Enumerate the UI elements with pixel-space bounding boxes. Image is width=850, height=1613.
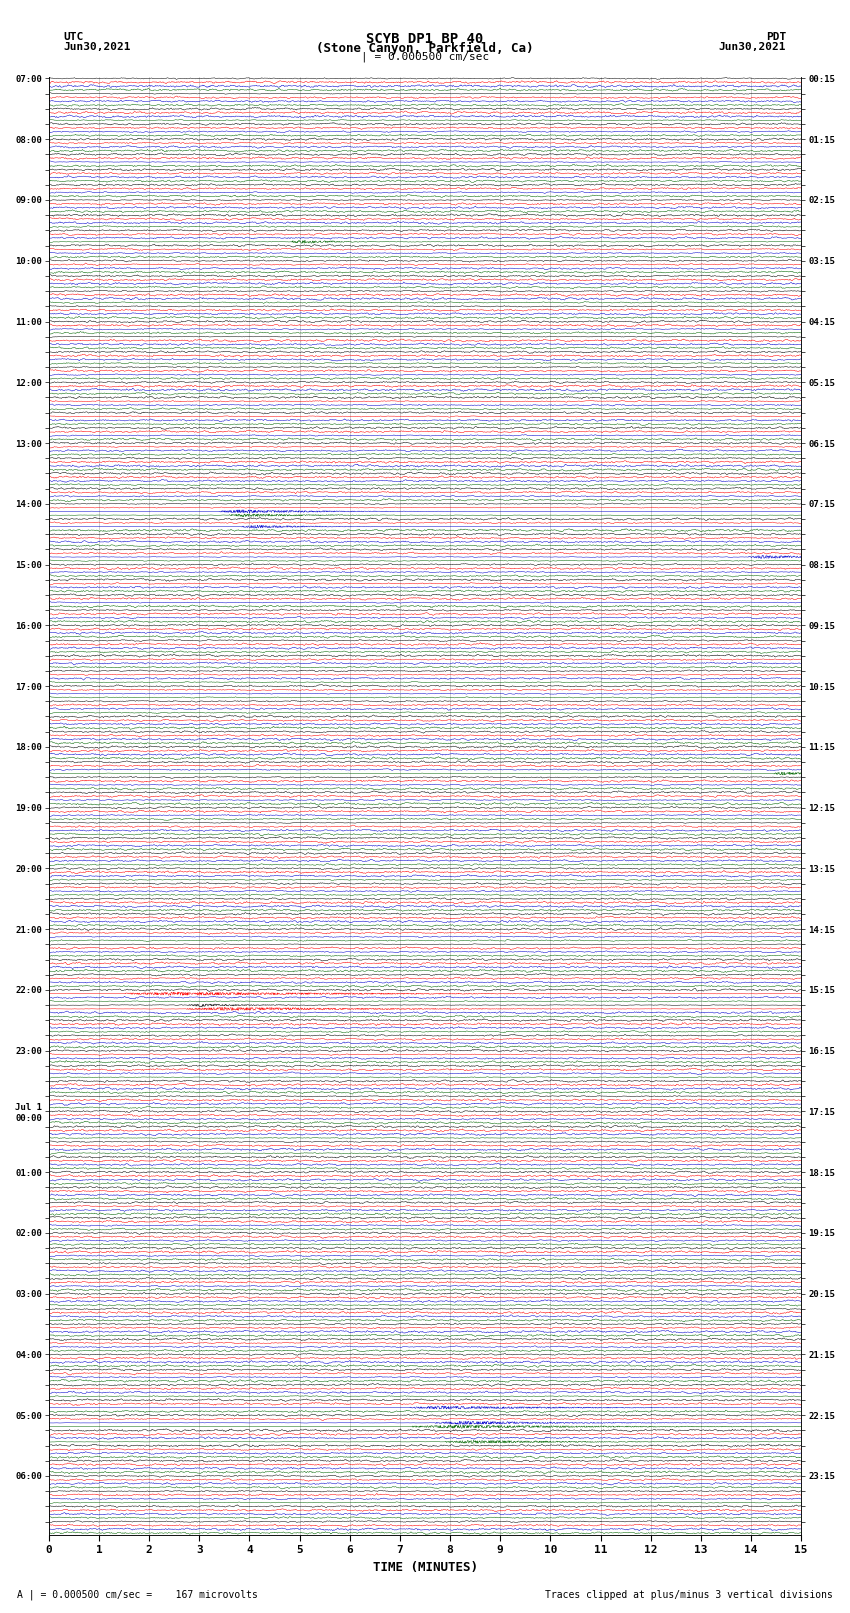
Text: Jun30,2021: Jun30,2021 <box>719 42 786 52</box>
Text: A | = 0.000500 cm/sec =    167 microvolts: A | = 0.000500 cm/sec = 167 microvolts <box>17 1589 258 1600</box>
X-axis label: TIME (MINUTES): TIME (MINUTES) <box>372 1561 478 1574</box>
Text: UTC: UTC <box>64 32 84 42</box>
Text: (Stone Canyon, Parkfield, Ca): (Stone Canyon, Parkfield, Ca) <box>316 42 534 55</box>
Text: SCYB DP1 BP 40: SCYB DP1 BP 40 <box>366 32 484 47</box>
Text: Jun30,2021: Jun30,2021 <box>64 42 131 52</box>
Text: | = 0.000500 cm/sec: | = 0.000500 cm/sec <box>361 52 489 63</box>
Text: PDT: PDT <box>766 32 786 42</box>
Text: Traces clipped at plus/minus 3 vertical divisions: Traces clipped at plus/minus 3 vertical … <box>545 1590 833 1600</box>
